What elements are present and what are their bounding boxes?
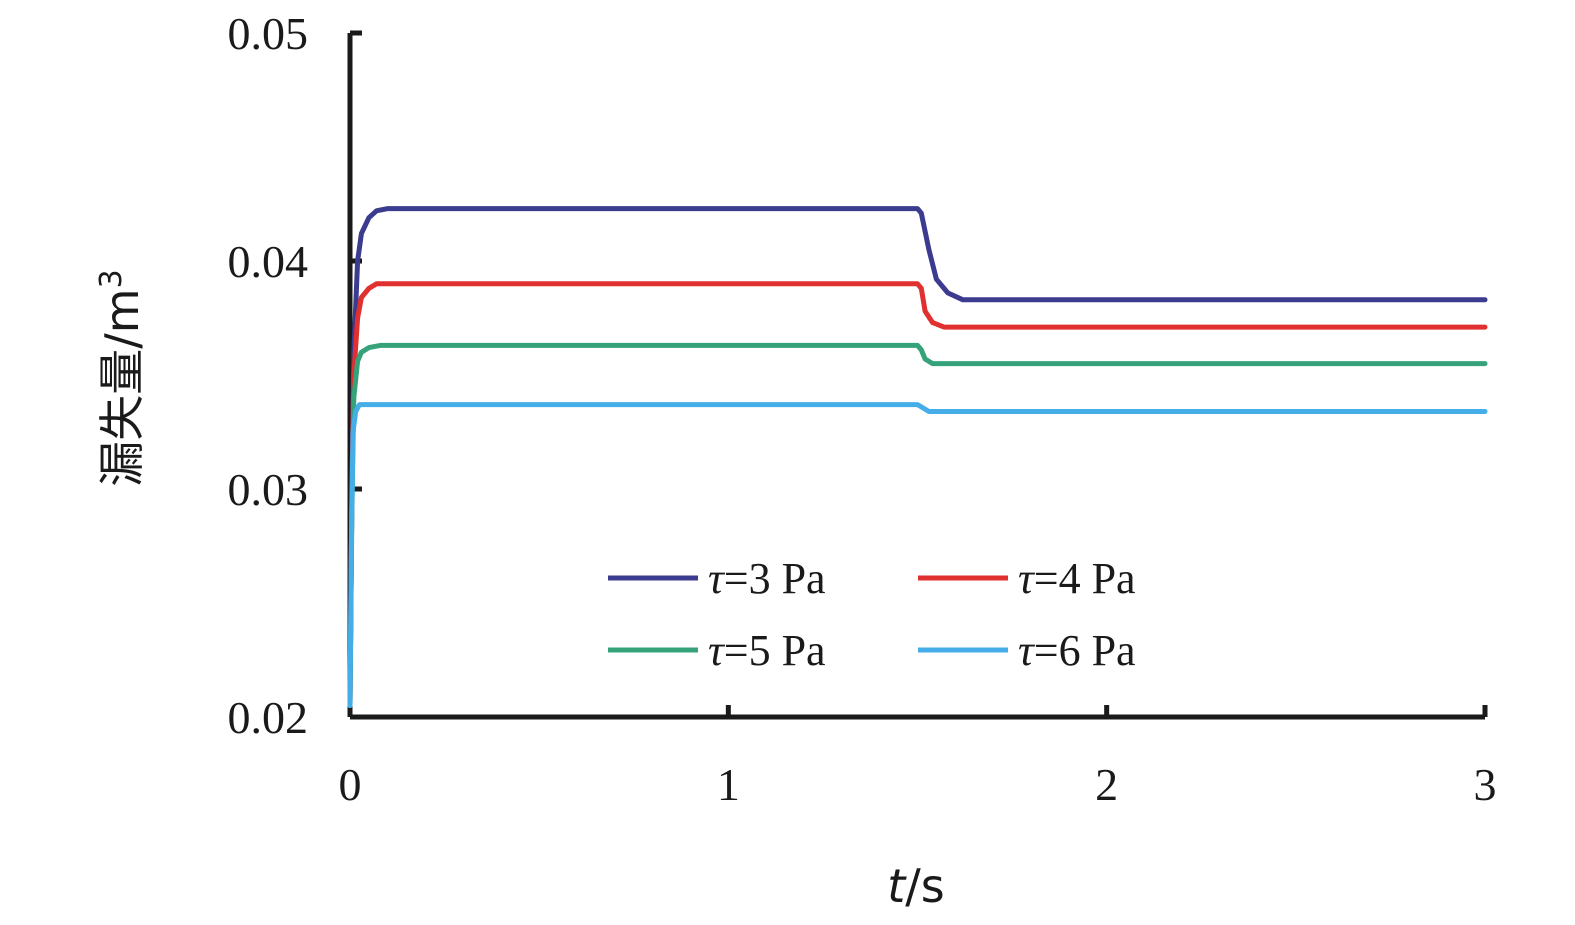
legend-label: τ=5 Pa [708, 626, 826, 675]
legend-label: τ=4 Pa [1018, 554, 1136, 603]
y-ticks: 0.02 0.03 0.04 0.05 [228, 8, 362, 743]
x-tick-label: 2 [1095, 759, 1118, 810]
legend: τ=3 Pa τ=4 Pa τ=5 Pa τ=6 Pa [608, 554, 1136, 675]
series-lines [347, 206, 1488, 709]
x-axis-title-italic: t [887, 859, 907, 913]
axes [347, 33, 1485, 720]
series-line-4 [347, 402, 1488, 709]
y-tick-label: 0.02 [228, 692, 309, 743]
y-tick-label: 0.05 [228, 8, 309, 59]
series-line-1 [347, 206, 1488, 709]
y-tick-label: 0.04 [228, 236, 309, 287]
x-axis-title-unit: /s [905, 859, 944, 913]
legend-label: τ=3 Pa [708, 554, 826, 603]
series-line-2 [347, 281, 1488, 709]
x-tick-label: 3 [1474, 759, 1497, 810]
legend-label: τ=6 Pa [1018, 626, 1136, 675]
y-axis-title: 漏失量/m3 [94, 269, 150, 486]
x-tick-label: 1 [717, 759, 740, 810]
y-axis-title-text: 漏失量/m [95, 288, 149, 486]
y-tick-label: 0.03 [228, 464, 309, 515]
x-axis-title: t/s [887, 859, 945, 913]
y-axis-title-superscript: 3 [94, 269, 129, 288]
x-ticks: 0 1 2 3 [339, 705, 1497, 810]
series-line-3 [347, 342, 1488, 709]
x-tick-label: 0 [339, 759, 362, 810]
